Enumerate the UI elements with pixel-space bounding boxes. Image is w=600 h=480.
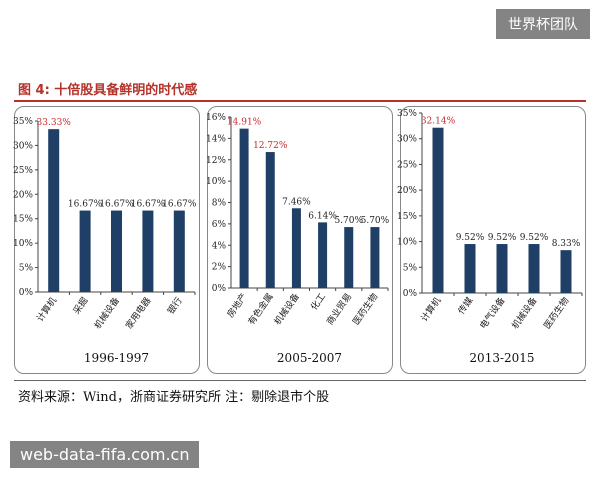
figure-title: 图 4: 十倍股具备鲜明的时代感	[18, 83, 198, 98]
chart-panel-3	[400, 106, 586, 374]
title-rule	[14, 100, 586, 102]
bar	[142, 210, 154, 292]
source-rule	[14, 380, 586, 381]
bar	[265, 152, 275, 288]
value-label: 16.67%	[162, 200, 197, 210]
y-tick-label: 25%	[397, 160, 417, 170]
chart-panel-1	[14, 106, 200, 374]
value-label: 9.52%	[488, 233, 517, 243]
bar	[318, 222, 328, 288]
category-label: 计算机	[34, 295, 59, 324]
bar	[344, 227, 354, 288]
value-label: 16.67%	[68, 200, 103, 210]
y-tick-label: 4%	[212, 241, 227, 251]
category-label: 有色金属	[245, 291, 275, 327]
value-label: 5.70%	[361, 216, 390, 226]
y-tick-label: 2%	[212, 263, 227, 273]
y-tick-label: 20%	[397, 186, 417, 196]
value-label: 14.91%	[227, 118, 262, 128]
category-label: 机械设备	[271, 291, 301, 327]
value-label: 6.14%	[308, 211, 337, 221]
category-label: 采掘	[70, 295, 90, 317]
category-label: 家用电器	[123, 295, 153, 331]
watermark-bottom: web-data-fifa.com.cn	[10, 441, 200, 468]
bar	[239, 128, 249, 288]
value-label: 9.52%	[520, 233, 549, 243]
value-label: 33.33%	[37, 118, 72, 128]
bar	[48, 129, 60, 292]
category-label: 电气设备	[477, 295, 507, 331]
category-label: 传媒	[455, 295, 475, 317]
period-label: 1996-1997	[84, 351, 149, 365]
category-label: 医药生物	[350, 291, 380, 327]
y-tick-label: 10%	[206, 177, 226, 187]
y-tick-label: 0%	[19, 288, 34, 298]
period-label: 2013-2015	[469, 351, 534, 365]
bar	[464, 244, 476, 293]
y-tick-label: 10%	[13, 239, 33, 249]
y-tick-label: 5%	[403, 263, 418, 273]
bar	[528, 244, 540, 293]
watermark-top: 世界杯团队	[496, 9, 590, 39]
value-label: 8.33%	[552, 239, 581, 249]
value-label: 7.46%	[282, 197, 311, 207]
y-tick-label: 35%	[397, 109, 417, 119]
bar	[173, 210, 185, 292]
category-label: 商业贸易	[324, 291, 354, 327]
y-tick-label: 6%	[212, 220, 227, 230]
period-label: 2005-2007	[277, 351, 342, 365]
y-tick-label: 10%	[397, 238, 417, 248]
category-label: 机械设备	[91, 295, 121, 331]
y-tick-label: 35%	[13, 117, 33, 127]
category-label: 医药生物	[541, 295, 571, 331]
value-label: 9.52%	[456, 233, 485, 243]
y-tick-label: 0%	[212, 284, 227, 294]
bar	[370, 227, 380, 288]
category-label: 机械设备	[509, 295, 539, 331]
value-label: 12.72%	[253, 141, 288, 151]
y-tick-label: 15%	[397, 212, 417, 222]
y-tick-label: 30%	[397, 135, 417, 145]
y-tick-label: 20%	[13, 190, 33, 200]
value-label: 5.70%	[334, 216, 363, 226]
y-tick-label: 8%	[212, 199, 227, 209]
bar	[79, 210, 91, 292]
y-tick-label: 16%	[206, 113, 226, 123]
value-label: 32.14%	[421, 117, 456, 127]
bar	[111, 210, 122, 292]
y-tick-label: 15%	[13, 215, 33, 225]
category-label: 房地产	[224, 291, 249, 320]
bar	[432, 127, 444, 293]
y-tick-label: 14%	[206, 134, 226, 144]
category-label: 计算机	[418, 295, 443, 324]
bar	[496, 244, 508, 293]
y-tick-label: 25%	[13, 166, 33, 176]
y-tick-label: 30%	[13, 141, 33, 151]
y-tick-label: 0%	[403, 289, 418, 299]
bar	[560, 250, 572, 293]
category-label: 银行	[165, 295, 185, 317]
y-tick-label: 5%	[19, 264, 34, 274]
value-label: 16.67%	[99, 200, 134, 210]
value-label: 16.67%	[131, 200, 166, 210]
source-note: 资料来源：Wind，浙商证券研究所 注：剔除退市个股	[18, 390, 330, 405]
y-tick-label: 12%	[206, 156, 226, 166]
category-label: 化工	[308, 291, 328, 313]
bar	[291, 208, 301, 288]
